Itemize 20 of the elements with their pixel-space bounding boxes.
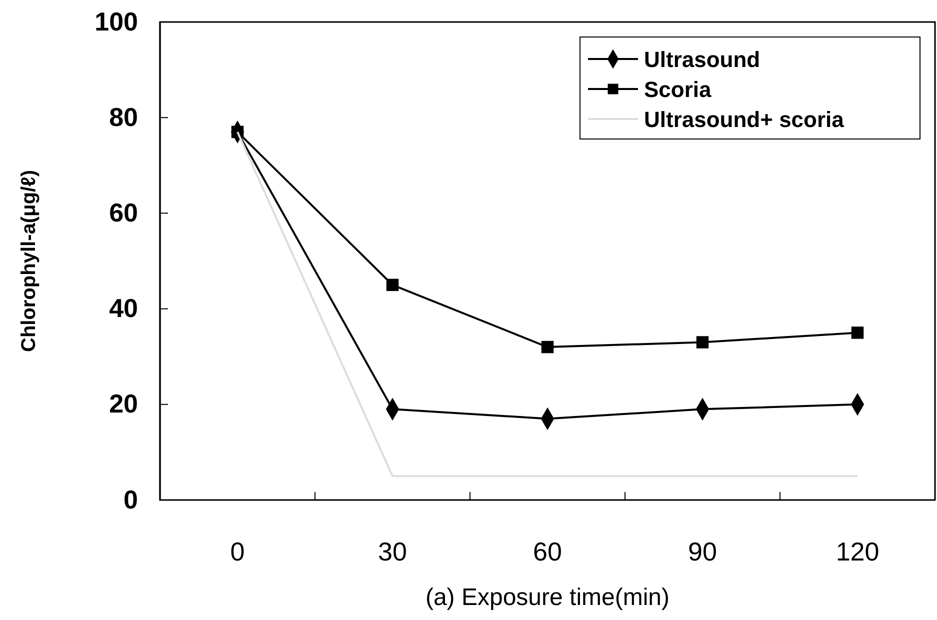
x-tick-label: 30: [378, 536, 407, 566]
point: [696, 336, 709, 348]
point: [541, 340, 554, 354]
y-tick-label: 40: [109, 293, 138, 324]
x-tick-label: 60: [533, 536, 562, 566]
x-axis-title: (a) Exposure time(min): [425, 584, 670, 611]
x-tick-label: 120: [836, 536, 880, 566]
x-tick-label: 90: [688, 536, 717, 566]
y-tick-label: 100: [94, 6, 138, 36]
y-tick-label: 80: [109, 102, 138, 132]
point: [851, 326, 864, 339]
legend-label: Ultrasound: [644, 47, 760, 72]
point: [386, 278, 399, 292]
y-tick-label: 60: [109, 198, 138, 228]
y-tick-label: 0: [124, 484, 138, 514]
y-tick-label: 20: [109, 388, 138, 419]
legend-label: Ultrasound+ scoria: [644, 107, 845, 132]
x-tick-label: 0: [230, 536, 245, 566]
legend-label: Scoria: [644, 77, 712, 102]
y-axis-title: Chlorophyll-a(μg/ℓ): [18, 170, 40, 352]
